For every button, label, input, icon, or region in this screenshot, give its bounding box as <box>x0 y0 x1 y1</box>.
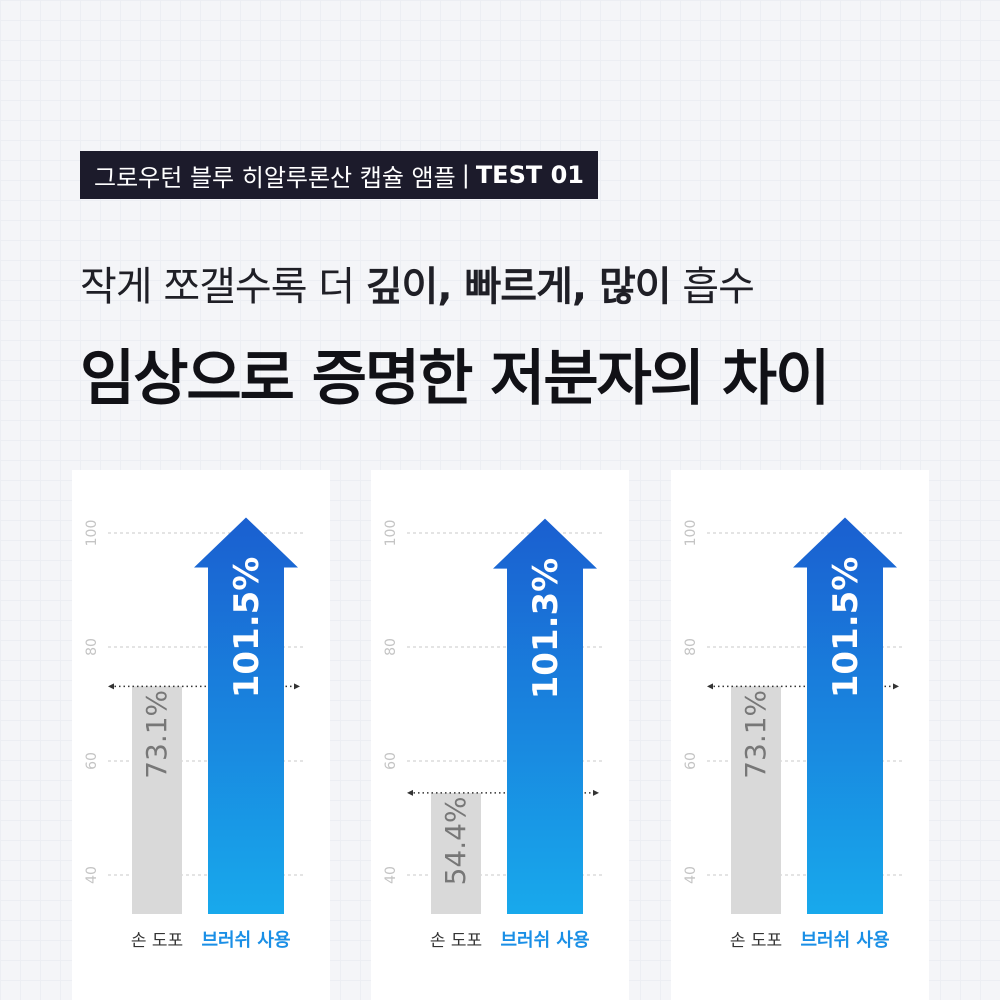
bar-hand <box>132 686 182 914</box>
bar-brush-arrow <box>194 517 298 914</box>
page-title: 임상으로 증명한 저분자의 차이 <box>80 344 830 414</box>
y-tick-label: 80 <box>683 638 699 656</box>
y-tick-label: 100 <box>383 520 399 547</box>
y-tick-label: 60 <box>84 752 100 770</box>
chart-card-1: 40 60 80 100 73.1% 101.5% 손 도포 브러쉬 사용 <box>72 470 330 1000</box>
badge-test: TEST 01 <box>475 161 584 189</box>
y-tick-label: 100 <box>683 520 699 547</box>
y-tick-label: 60 <box>383 752 399 770</box>
x-label-brush: 브러쉬 사용 <box>201 930 290 951</box>
bar-hand <box>431 792 481 914</box>
badge-product: 그로우턴 블루 히알루론산 캡슐 앰플 <box>94 163 456 192</box>
bar-hand-value: 73.1% <box>140 690 173 779</box>
bar-hand <box>731 686 781 914</box>
subtitle-bold: 깊이, 빠르게, 많이 <box>365 264 672 310</box>
y-tick-label: 80 <box>84 638 100 656</box>
chart-card-2: 40 60 80 100 54.4% 101.3% 손 도포 브러쉬 사용 <box>371 470 629 1000</box>
reference-arrow-left <box>108 683 114 690</box>
test-badge: 그로우턴 블루 히알루론산 캡슐 앰플 | TEST 01 <box>80 151 598 199</box>
y-tick-label: 80 <box>383 638 399 656</box>
bar-brush-value: 101.5% <box>826 557 866 699</box>
x-label-hand: 손 도포 <box>430 931 482 951</box>
subtitle: 작게 쪼갤수록 더 깊이, 빠르게, 많이 흡수 <box>80 254 755 312</box>
reference-arrow-right <box>893 683 899 690</box>
bar-brush-value: 101.3% <box>526 558 566 700</box>
x-label-hand: 손 도포 <box>131 931 183 951</box>
x-label-hand: 손 도포 <box>730 931 782 951</box>
bar-brush-arrow <box>493 518 597 914</box>
chart-svg-3: 40 60 80 100 73.1% 101.5% 손 도포 브러쉬 사용 <box>683 517 903 951</box>
bar-brush-arrow <box>793 517 897 914</box>
y-tick-label: 40 <box>84 866 100 884</box>
x-label-brush: 브러쉬 사용 <box>500 930 589 951</box>
chart-card-3: 40 60 80 100 73.1% 101.5% 손 도포 브러쉬 사용 <box>671 470 929 1000</box>
subtitle-plain: 작게 쪼갤수록 더 <box>80 264 366 310</box>
x-label-brush: 브러쉬 사용 <box>800 930 889 951</box>
chart-svg-2: 40 60 80 100 54.4% 101.3% 손 도포 브러쉬 사용 <box>383 518 603 951</box>
chart-svg-1: 40 60 80 100 73.1% 101.5% 손 도포 브러쉬 사용 <box>84 517 304 951</box>
subtitle-tail: 흡수 <box>670 264 755 310</box>
reference-arrow-left <box>707 683 713 690</box>
y-tick-label: 100 <box>84 520 100 547</box>
y-tick-label: 40 <box>683 866 699 884</box>
y-tick-label: 60 <box>683 752 699 770</box>
badge-separator: | <box>461 161 470 189</box>
bar-hand-value: 73.1% <box>739 690 772 779</box>
bar-hand-value: 54.4% <box>439 796 472 885</box>
reference-arrow-left <box>407 789 413 796</box>
bar-brush-value: 101.5% <box>227 557 267 699</box>
y-tick-label: 40 <box>383 866 399 884</box>
reference-arrow-right <box>294 683 300 690</box>
reference-arrow-right <box>593 789 599 796</box>
